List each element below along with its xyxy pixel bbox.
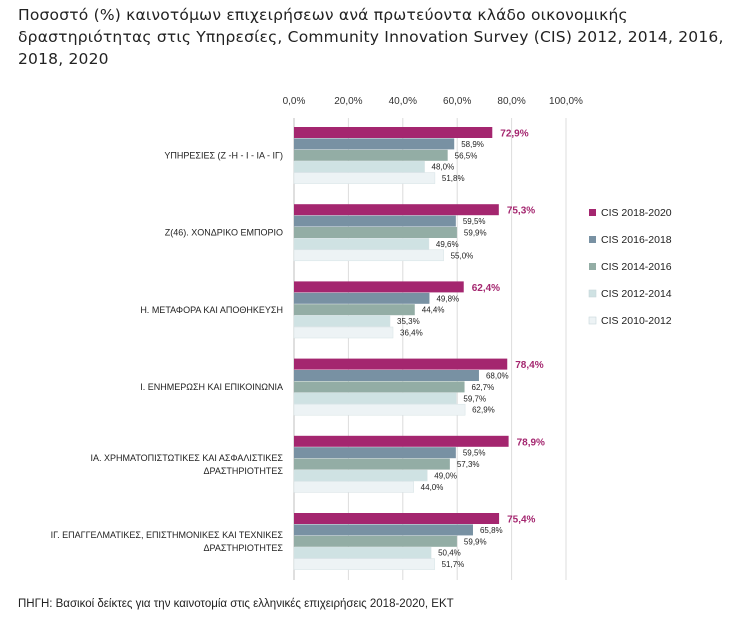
category-label: ΔΡΑΣΤΗΡΙΟΤΗΤΕΣ — [204, 543, 284, 553]
data-label: 49,8% — [436, 294, 459, 303]
data-label: 44,0% — [421, 483, 444, 492]
bar — [293, 326, 394, 339]
bar — [293, 392, 457, 405]
bar — [293, 481, 414, 493]
data-label: 75,3% — [507, 206, 535, 217]
data-label: 36,4% — [400, 329, 423, 338]
bar — [294, 458, 450, 470]
data-label: 35,3% — [397, 317, 420, 326]
x-tick-label: 0,0% — [283, 96, 306, 107]
bar — [294, 447, 456, 459]
legend: CIS 2018-2020 CIS 2016-2018 CIS 2014-2016 C… — [588, 207, 672, 327]
bar — [294, 535, 457, 547]
bar — [293, 546, 432, 559]
chart-title: Ποσοστό (%) καινοτόμων επιχειρήσεων ανά … — [18, 6, 724, 68]
legend-label: CIS 2014-2016 — [601, 261, 672, 273]
bar — [294, 227, 457, 238]
data-label: 57,3% — [457, 460, 480, 469]
bar — [294, 381, 465, 393]
legend-swatch — [589, 236, 596, 243]
bar — [294, 215, 456, 227]
legend-swatch — [589, 209, 596, 216]
data-label: 44,4% — [422, 306, 445, 315]
bar — [294, 204, 499, 216]
bar — [294, 524, 473, 536]
bar — [294, 281, 464, 293]
legend-swatch — [588, 316, 597, 325]
category-label: Ζ(46). ΧΟΝΔΡΙΚΟ ΕΜΠΟΡΙΟ — [165, 228, 283, 238]
bar — [293, 160, 425, 173]
bar — [293, 558, 435, 570]
data-label: 58,9% — [461, 140, 484, 149]
data-label: 59,7% — [463, 394, 486, 403]
bar — [294, 358, 508, 370]
gridlines — [293, 118, 567, 580]
bar — [294, 149, 448, 161]
bar — [294, 292, 430, 304]
category-label: Ι. ΕΝΗΜΕΡΩΣΗ ΚΑΙ ΕΠΙΚΟΙΝΩΝΙΑ — [140, 382, 283, 392]
data-label: 55,0% — [451, 251, 474, 260]
bar — [293, 238, 430, 250]
bar — [294, 513, 500, 524]
bar — [294, 435, 509, 447]
category-label: ΙΑ. ΧΡΗΜΑΤΟΠΙΣΤΩΤΙΚΕΣ ΚΑΙ ΑΣΦΑΛΙΣΤΙΚΕΣ — [90, 453, 283, 463]
category-label: ΥΠΗΡΕΣΙΕΣ (Ζ -Η - Ι - ΙΑ - ΙΓ) — [164, 151, 283, 161]
data-label: 62,4% — [472, 283, 500, 294]
bar — [294, 304, 415, 316]
bar — [294, 138, 455, 150]
bar — [293, 249, 444, 262]
x-axis-ticks: 0,0% 20,0% 40,0% 60,0% 80,0% 100,0% — [283, 96, 583, 107]
data-label: 59,9% — [464, 537, 487, 546]
data-label: 68,0% — [486, 372, 509, 381]
bar — [294, 370, 479, 381]
data-label: 65,8% — [480, 526, 503, 535]
chart: 0,0% 20,0% 40,0% 60,0% 80,0% 100,0% 72,9% 58,9… — [51, 96, 672, 580]
data-label: 51,7% — [442, 560, 465, 569]
legend-swatch — [589, 263, 596, 270]
data-label: 62,9% — [472, 406, 495, 415]
data-label: 59,5% — [463, 217, 486, 226]
data-label: 78,4% — [515, 360, 543, 371]
x-tick-label: 40,0% — [389, 96, 417, 107]
data-label: 48,0% — [432, 163, 455, 172]
category-labels: ΥΠΗΡΕΣΙΕΣ (Ζ -Η - Ι - ΙΑ - ΙΓ) Ζ(46). ΧΟΝ… — [51, 151, 284, 554]
data-label: 59,9% — [464, 229, 487, 238]
bar — [294, 127, 493, 138]
bar — [293, 403, 466, 416]
legend-label: CIS 2018-2020 — [601, 207, 672, 219]
bar — [293, 469, 428, 482]
data-label: 49,6% — [436, 240, 459, 249]
x-tick-label: 100,0% — [549, 96, 583, 107]
legend-label: CIS 2012-2014 — [601, 288, 672, 300]
x-tick-label: 20,0% — [334, 96, 362, 107]
data-label: 72,9% — [500, 129, 528, 140]
legend-swatch — [588, 289, 597, 298]
category-label: ΔΡΑΣΤΗΡΙΟΤΗΤΕΣ — [204, 466, 284, 476]
bar — [293, 172, 436, 184]
data-label: 51,8% — [442, 174, 465, 183]
legend-label: CIS 2010-2012 — [601, 315, 672, 327]
bar — [293, 315, 391, 327]
data-label: 62,7% — [472, 383, 495, 392]
data-label: 59,5% — [463, 449, 486, 458]
legend-label: CIS 2016-2018 — [601, 234, 672, 246]
x-tick-label: 60,0% — [443, 96, 471, 107]
x-tick-label: 80,0% — [497, 96, 525, 107]
data-label: 75,4% — [507, 515, 535, 526]
category-label: Η. ΜΕΤΑΦΟΡΑ ΚΑΙ ΑΠΟΘΗΚΕΥΣΗ — [140, 305, 283, 315]
bars: 72,9% 58,9% 56,5%48,0% 51,8% 75,3% 59,5% 59,9%… — [293, 127, 545, 570]
source-note: ΠΗΓΗ: Βασικοί δείκτες για την καινοτομία… — [18, 598, 454, 610]
data-label: 49,0% — [434, 472, 457, 481]
category-label: ΙΓ. ΕΠΑΓΓΕΛΜΑΤΙΚΕΣ, ΕΠΙΣΤΗΜΟΝΙΚΕΣ ΚΑΙ ΤΕ… — [51, 530, 284, 540]
data-label: 50,4% — [438, 549, 461, 558]
data-label: 56,5% — [455, 151, 478, 160]
data-label: 78,9% — [517, 437, 545, 448]
